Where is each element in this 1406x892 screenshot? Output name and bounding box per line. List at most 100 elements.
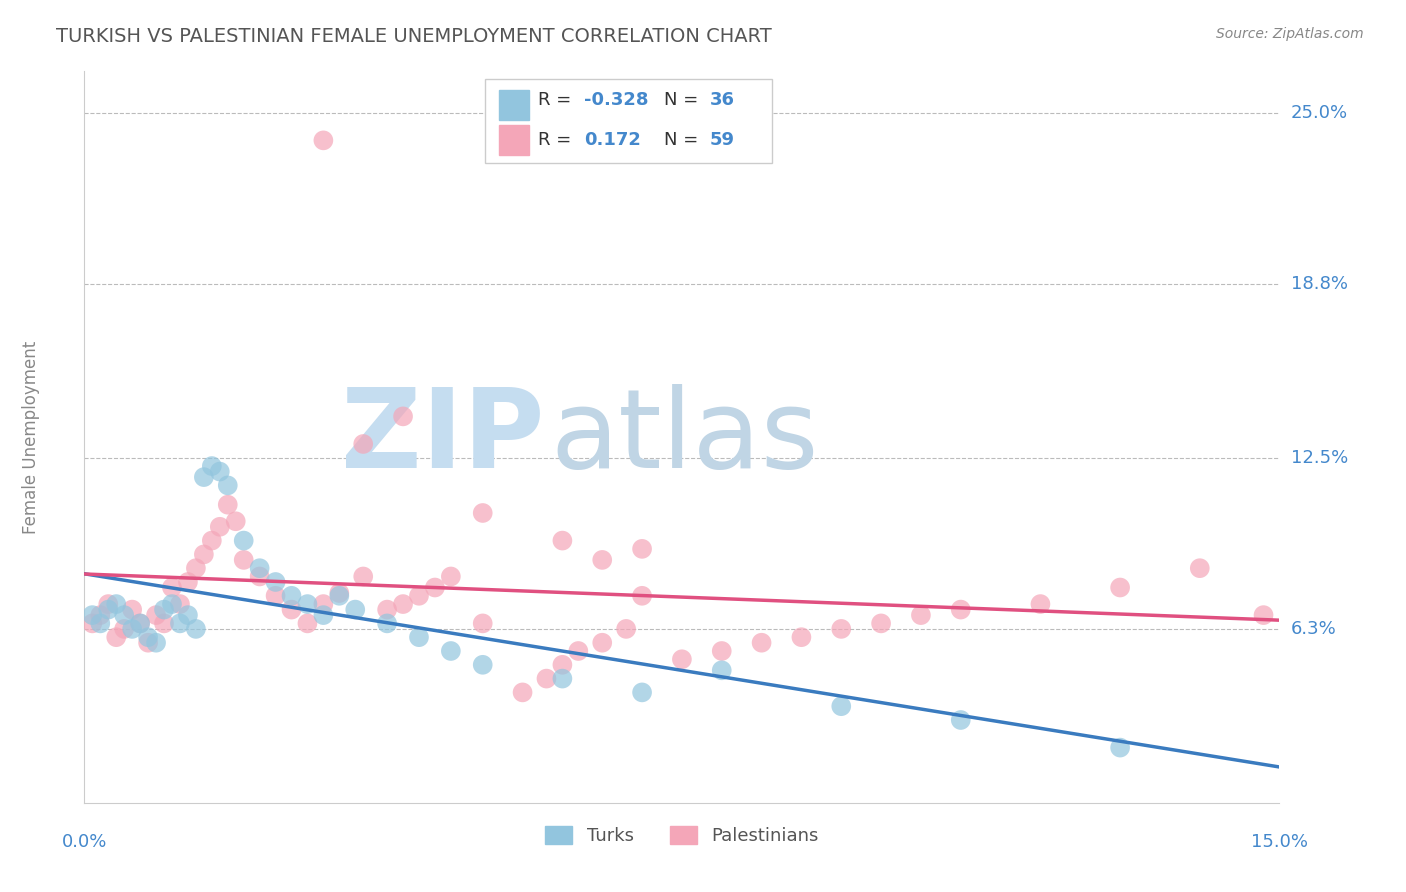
Point bbox=[949, 602, 972, 616]
Point bbox=[225, 514, 247, 528]
Point bbox=[408, 589, 430, 603]
Text: 15.0%: 15.0% bbox=[1251, 833, 1308, 851]
Point bbox=[217, 498, 239, 512]
Point bbox=[169, 597, 191, 611]
Bar bbox=[499, 89, 529, 120]
Point bbox=[201, 533, 224, 548]
Point bbox=[280, 602, 302, 616]
Point bbox=[208, 465, 231, 479]
Point bbox=[671, 652, 693, 666]
Point bbox=[710, 644, 733, 658]
Point bbox=[112, 608, 135, 623]
Point bbox=[375, 602, 398, 616]
Point bbox=[129, 616, 152, 631]
Point bbox=[352, 569, 374, 583]
Point bbox=[631, 589, 654, 603]
Point bbox=[551, 533, 574, 548]
Point bbox=[121, 622, 143, 636]
Point bbox=[184, 561, 207, 575]
Text: R =: R = bbox=[538, 91, 578, 109]
Point bbox=[105, 597, 128, 611]
Point bbox=[328, 589, 350, 603]
Point bbox=[423, 581, 446, 595]
Point bbox=[264, 589, 287, 603]
Point bbox=[145, 636, 167, 650]
Point bbox=[145, 608, 167, 623]
Point bbox=[201, 458, 224, 473]
Text: 12.5%: 12.5% bbox=[1291, 449, 1348, 467]
Point bbox=[328, 586, 350, 600]
Point bbox=[97, 602, 120, 616]
Point bbox=[614, 622, 637, 636]
Point bbox=[1029, 597, 1052, 611]
Point bbox=[312, 597, 335, 611]
Point bbox=[249, 561, 271, 575]
Text: 59: 59 bbox=[710, 131, 734, 149]
Point bbox=[910, 608, 932, 623]
Point bbox=[232, 533, 254, 548]
Point bbox=[297, 597, 319, 611]
Point bbox=[129, 616, 152, 631]
Point bbox=[1188, 561, 1211, 575]
Point bbox=[591, 553, 613, 567]
Text: 0.172: 0.172 bbox=[583, 131, 641, 149]
Text: N =: N = bbox=[664, 131, 704, 149]
Point bbox=[551, 672, 574, 686]
Point bbox=[177, 574, 200, 589]
Point bbox=[471, 657, 494, 672]
Point bbox=[830, 699, 852, 714]
Point bbox=[870, 616, 893, 631]
Point bbox=[440, 569, 463, 583]
FancyBboxPatch shape bbox=[485, 78, 772, 163]
Point bbox=[710, 663, 733, 677]
Point bbox=[136, 636, 159, 650]
Point bbox=[949, 713, 972, 727]
Point bbox=[153, 602, 176, 616]
Point bbox=[232, 553, 254, 567]
Point bbox=[169, 616, 191, 631]
Point bbox=[82, 608, 104, 623]
Point bbox=[184, 622, 207, 636]
Point bbox=[631, 685, 654, 699]
Point bbox=[344, 602, 367, 616]
Point bbox=[1253, 608, 1275, 623]
Point bbox=[1109, 740, 1132, 755]
Point bbox=[471, 616, 494, 631]
Point bbox=[352, 437, 374, 451]
Point bbox=[153, 616, 176, 631]
Bar bbox=[499, 125, 529, 155]
Point bbox=[551, 657, 574, 672]
Point bbox=[631, 541, 654, 556]
Point bbox=[112, 622, 135, 636]
Point bbox=[208, 520, 231, 534]
Text: 6.3%: 6.3% bbox=[1291, 620, 1336, 638]
Point bbox=[408, 630, 430, 644]
Point bbox=[751, 636, 773, 650]
Point bbox=[392, 409, 415, 424]
Text: ZIP: ZIP bbox=[342, 384, 544, 491]
Text: Source: ZipAtlas.com: Source: ZipAtlas.com bbox=[1216, 27, 1364, 41]
Text: TURKISH VS PALESTINIAN FEMALE UNEMPLOYMENT CORRELATION CHART: TURKISH VS PALESTINIAN FEMALE UNEMPLOYME… bbox=[56, 27, 772, 45]
Text: N =: N = bbox=[664, 91, 704, 109]
Point bbox=[297, 616, 319, 631]
Point bbox=[264, 574, 287, 589]
Point bbox=[177, 608, 200, 623]
Point bbox=[89, 608, 111, 623]
Point bbox=[312, 608, 335, 623]
Point bbox=[89, 616, 111, 631]
Text: 25.0%: 25.0% bbox=[1291, 103, 1348, 122]
Point bbox=[1109, 581, 1132, 595]
Point bbox=[249, 569, 271, 583]
Point bbox=[160, 597, 183, 611]
Text: R =: R = bbox=[538, 131, 578, 149]
Text: atlas: atlas bbox=[551, 384, 818, 491]
Point bbox=[217, 478, 239, 492]
Point bbox=[440, 644, 463, 658]
Point bbox=[830, 622, 852, 636]
Text: Female Unemployment: Female Unemployment bbox=[21, 341, 39, 533]
Point bbox=[280, 589, 302, 603]
Point bbox=[567, 644, 589, 658]
Point bbox=[536, 672, 558, 686]
Text: 36: 36 bbox=[710, 91, 734, 109]
Point bbox=[790, 630, 813, 644]
